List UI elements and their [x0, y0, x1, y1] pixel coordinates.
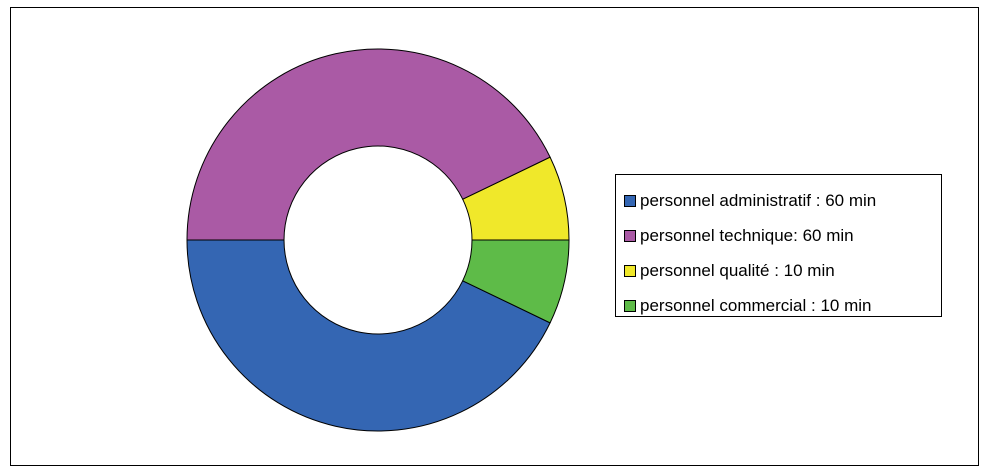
legend-item-commercial: personnel commercial : 10 min — [624, 288, 941, 323]
chart-frame: personnel administratif : 60 min personn… — [10, 7, 979, 466]
legend-item-qualite: personnel qualité : 10 min — [624, 253, 941, 288]
legend: personnel administratif : 60 min personn… — [615, 174, 942, 317]
legend-swatch-qualite — [624, 264, 636, 277]
legend-label-administratif: personnel administratif : 60 min — [640, 191, 877, 210]
legend-swatch-administratif — [624, 194, 636, 207]
donut-slice-technique — [186, 48, 551, 241]
legend-swatch-commercial — [624, 299, 636, 312]
legend-item-technique: personnel technique: 60 min — [624, 218, 941, 253]
donut-chart — [186, 48, 570, 432]
legend-label-qualite: personnel qualité : 10 min — [640, 261, 835, 280]
legend-item-administratif: personnel administratif : 60 min — [624, 183, 941, 218]
legend-label-technique: personnel technique: 60 min — [640, 226, 854, 245]
donut-slice-administratif — [186, 239, 551, 432]
legend-swatch-technique — [624, 229, 636, 242]
legend-label-commercial: personnel commercial : 10 min — [640, 296, 872, 315]
